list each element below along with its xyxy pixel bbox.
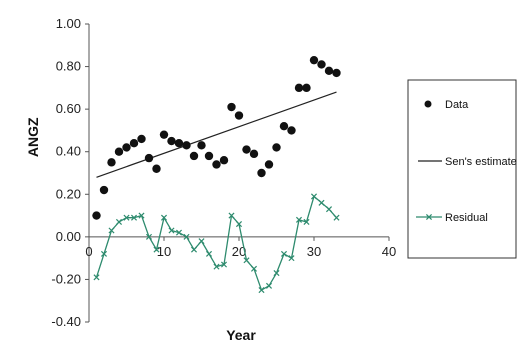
data-point — [159, 130, 169, 139]
x-tick-label: 40 — [382, 244, 396, 259]
data-point — [144, 153, 154, 163]
axes-group: -0.40 -0.20 0.00 0.20 0.40 0.60 0.80 1.00 0 10 20 3… — [25, 16, 396, 343]
y-axis-title: ANGZ — [25, 117, 41, 157]
data-point — [129, 139, 139, 148]
residual-point — [175, 229, 183, 236]
residual-point — [145, 233, 153, 240]
y-tick-label: 0.00 — [56, 229, 81, 244]
legend-sens-label: Sen's estimate — [445, 156, 517, 168]
residual-point — [258, 287, 265, 294]
data-point — [309, 55, 319, 65]
data-point — [137, 134, 146, 144]
y-tick-label: 0.60 — [56, 101, 81, 116]
x-axis-title: Year — [226, 327, 256, 343]
residual-point — [198, 238, 205, 245]
series-group — [92, 55, 341, 294]
residual-point — [303, 218, 310, 225]
residual-point — [220, 261, 228, 268]
residual-point — [153, 246, 160, 253]
data-point — [182, 141, 191, 150]
data-point — [99, 185, 109, 195]
data-point — [279, 121, 289, 131]
y-tick-label: 0.20 — [56, 186, 81, 201]
legend-data-label: Data — [445, 99, 469, 111]
residual-point — [205, 250, 213, 257]
data-point — [152, 164, 161, 173]
residual-point — [310, 193, 318, 200]
residual-point — [235, 221, 243, 228]
data-point — [234, 111, 244, 120]
legend-data-marker — [424, 100, 432, 108]
residual-point — [243, 257, 250, 264]
data-point — [114, 147, 124, 156]
legend-residual-label: Residual — [445, 212, 488, 224]
residual-point — [130, 214, 138, 221]
residual-point — [93, 274, 100, 281]
data-point — [92, 211, 101, 220]
sens-estimate-line — [96, 91, 337, 178]
legend-box — [407, 79, 517, 259]
residual-point — [228, 212, 235, 219]
residual-point — [115, 218, 123, 225]
x-tick-label: 30 — [307, 244, 321, 259]
residual-point — [213, 263, 220, 270]
y-tick-label: -0.20 — [51, 271, 81, 286]
residual-point — [100, 250, 108, 257]
y-tick-label: -0.40 — [51, 314, 81, 329]
residual-point — [273, 270, 280, 277]
residual-point — [280, 250, 288, 257]
data-point — [122, 143, 131, 152]
data-point — [197, 141, 206, 150]
data-point — [294, 83, 304, 93]
data-point — [227, 102, 236, 112]
data-point — [167, 136, 176, 146]
residual-point — [123, 214, 130, 221]
residual-point — [295, 216, 303, 223]
data-point — [257, 168, 266, 178]
data-point — [287, 126, 296, 135]
data-point — [272, 143, 281, 152]
residual-point — [160, 214, 168, 221]
data-point — [264, 160, 274, 169]
residual-point — [183, 233, 190, 240]
data-point — [212, 160, 221, 169]
legend-residual-marker — [425, 213, 433, 221]
x-tick-label: 20 — [232, 244, 246, 259]
residual-point — [325, 206, 333, 213]
residual-point — [265, 282, 273, 289]
data-point — [324, 66, 334, 76]
data-point — [107, 158, 116, 167]
legend: Data Sen's estimate Residual — [407, 79, 517, 259]
residual-point — [168, 227, 175, 234]
residual-point — [250, 265, 258, 272]
data-point — [302, 83, 311, 93]
residual-point — [333, 214, 340, 221]
residual-point — [318, 199, 325, 206]
residual-point — [138, 212, 145, 219]
data-point — [174, 139, 184, 148]
residual-point — [108, 227, 115, 234]
residual-point — [288, 255, 295, 262]
residual-point — [190, 246, 198, 253]
y-tick-label: 0.80 — [56, 59, 81, 74]
y-tick-label: 0.40 — [56, 144, 81, 159]
x-tick-label: 0 — [85, 244, 92, 259]
residual-line — [95, 195, 337, 292]
data-point — [204, 151, 214, 161]
data-point — [317, 60, 326, 69]
x-tick-label: 10 — [157, 244, 171, 259]
data-point — [332, 68, 341, 78]
data-point — [189, 151, 199, 161]
data-point — [249, 149, 259, 159]
y-tick-label: 1.00 — [56, 16, 81, 31]
data-point — [219, 156, 229, 165]
data-point — [242, 145, 251, 154]
